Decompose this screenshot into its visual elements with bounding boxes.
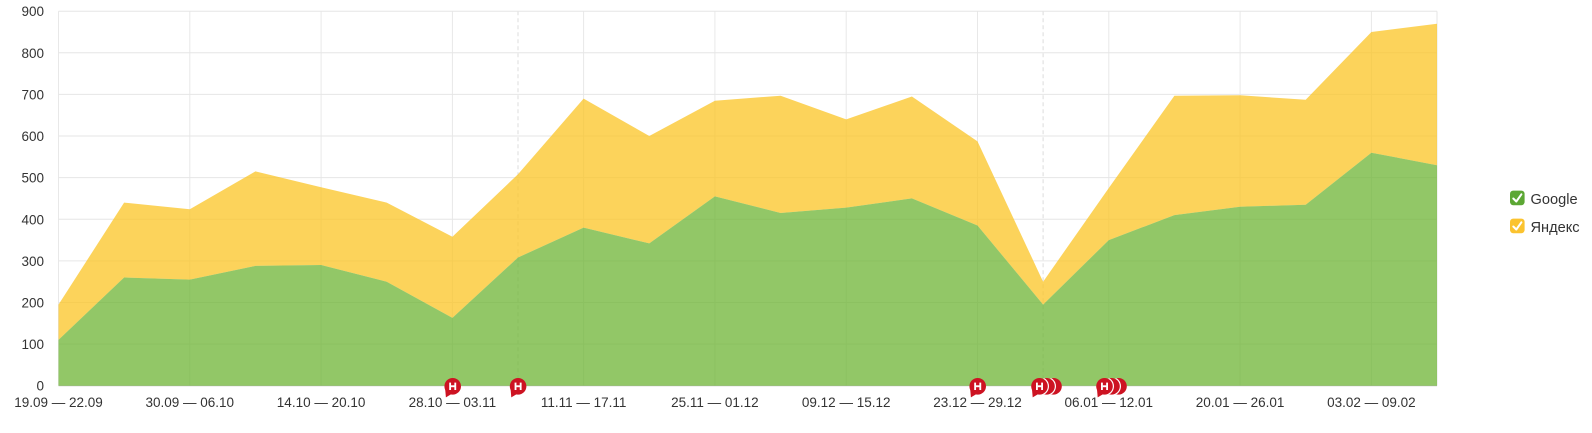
svg-text:09.12 — 15.12: 09.12 — 15.12	[802, 395, 891, 410]
svg-text:0: 0	[36, 379, 44, 394]
svg-text:19.09 — 22.09: 19.09 — 22.09	[14, 395, 103, 410]
svg-text:20.01 — 26.01: 20.01 — 26.01	[1196, 395, 1285, 410]
svg-text:100: 100	[21, 337, 44, 352]
svg-text:900: 900	[21, 4, 44, 19]
svg-text:03.02 — 09.02: 03.02 — 09.02	[1327, 395, 1416, 410]
svg-text:500: 500	[21, 171, 44, 186]
svg-text:800: 800	[21, 46, 44, 61]
svg-text:700: 700	[21, 87, 44, 102]
svg-text:14.10 — 20.10: 14.10 — 20.10	[277, 395, 366, 410]
svg-text:25.11 — 01.12: 25.11 — 01.12	[671, 395, 759, 410]
svg-text:300: 300	[21, 254, 44, 269]
svg-text:400: 400	[21, 212, 44, 227]
svg-text:11.11 — 17.11: 11.11 — 17.11	[541, 395, 627, 410]
svg-text:Яндекс: Яндекс	[1531, 220, 1580, 236]
svg-text:Google: Google	[1531, 192, 1578, 208]
svg-text:600: 600	[21, 129, 44, 144]
svg-text:30.09 — 06.10: 30.09 — 06.10	[146, 395, 235, 410]
svg-text:200: 200	[21, 296, 44, 311]
svg-text:28.10 — 03.11: 28.10 — 03.11	[409, 395, 497, 410]
svg-text:06.01 — 12.01: 06.01 — 12.01	[1065, 395, 1154, 410]
svg-text:23.12 — 29.12: 23.12 — 29.12	[933, 395, 1022, 410]
